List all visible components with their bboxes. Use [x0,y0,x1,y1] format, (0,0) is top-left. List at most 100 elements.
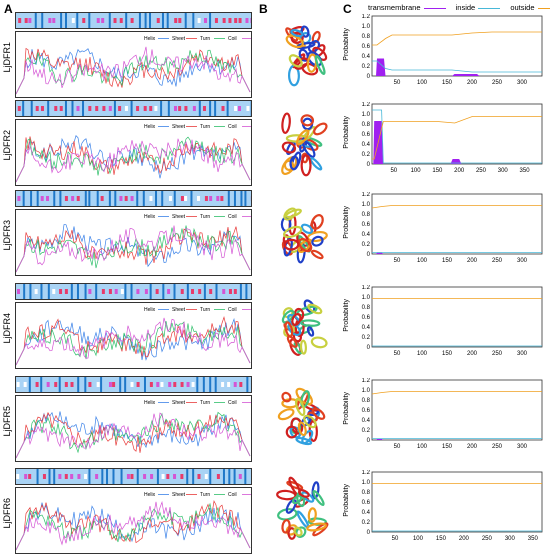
structure-segment [137,382,140,387]
structure-segment [149,13,151,28]
structure-segment [181,289,184,294]
protein-3d-model [266,285,336,370]
protein-helix [301,341,307,354]
structure-segment [154,106,157,111]
structure-segment [131,18,134,23]
structure-segment [100,377,102,392]
legend-label-turn: Turn [200,492,210,498]
tm-ytick-label: 1.2 [362,470,371,476]
protein-helix [310,213,325,230]
structure-segment [185,13,187,28]
tm-ytick-label: 1.0 [362,388,371,394]
tm-xtick-label: 150 [442,351,453,357]
tm-xtick-label: 50 [392,536,399,542]
structure-segment [245,284,247,299]
secondary-structure-strip [15,376,252,393]
panel-label-c: C [343,2,352,16]
structure-segment [77,284,79,299]
tm-xtick-label: 300 [517,444,528,450]
structure-segment [155,191,157,206]
structure-segment [114,18,117,23]
structure-segment [234,382,237,387]
structure-segment [17,289,20,294]
outside-swatch [538,8,550,9]
tm-ytick-label: 0 [367,252,371,258]
tm-xtick-label: 250 [492,258,503,264]
tm-xtick-label: 50 [394,444,401,450]
structure-segment [102,289,105,294]
protein-3d-model [266,102,336,187]
structure-segment [41,106,44,111]
structure-segment [209,469,211,484]
structure-segment [222,289,225,294]
structure-segment [124,377,126,392]
protein-helix [302,155,311,175]
legend-label-turn: Turn [200,36,210,42]
legend-label-sheet: Sheet [172,400,186,406]
structure-segment [209,377,211,392]
structure-segment [145,13,147,28]
legend-label-turn: Turn [200,307,210,313]
tm-ylabel: Probability [343,206,350,239]
structure-segment [88,191,90,206]
structure-segment [205,196,208,201]
structure-segment [214,101,216,116]
tm-legend: transmembrane inside outside [368,3,550,12]
structure-segment [229,289,232,294]
tm-xtick-label: 150 [436,536,447,542]
structure-segment [209,289,212,294]
structure-segment [29,284,31,299]
legend-label-sheet: Sheet [172,307,186,313]
protein-label: LjDFR5 [2,406,12,437]
legend-label-coil: Coil [228,214,237,220]
legend-label-sheet: Sheet [172,124,186,130]
structure-segment [150,382,153,387]
structure-segment [227,101,229,116]
structure-segment [109,382,112,387]
tm-xtick-label: 200 [467,351,478,357]
structure-segment [234,18,237,23]
structure-segment [157,18,160,23]
structure-segment [209,13,211,28]
tm-ytick-label: 0.4 [362,142,371,148]
structure-segment [28,474,31,479]
structure-segment [228,469,230,484]
structure-segment [168,382,171,387]
structure-segment [85,284,87,299]
secondary-structure-line-sheet [16,49,250,95]
structure-segment [186,469,188,484]
structure-segment [234,191,236,206]
structure-segment [167,289,170,294]
secondary-structure-line-helix [16,49,250,94]
structure-segment [222,106,225,111]
structure-segment [234,289,237,294]
structure-segment [18,106,21,111]
secondary-structure-line-coil [16,318,250,365]
structure-segment [157,469,159,484]
structure-segment [136,191,138,206]
tm-xtick-label: 200 [467,258,478,264]
structure-segment [40,377,42,392]
tm-ytick-label: 0.8 [362,212,371,218]
tm-ytick-label: 0 [367,345,371,351]
structure-segment [70,474,73,479]
structure-segment [109,289,112,294]
structure-segment [77,474,80,479]
structure-segment [216,284,218,299]
structure-segment [59,377,61,392]
structure-segment [162,13,164,28]
structure-segment [84,377,86,392]
structure-segment [77,377,79,392]
structure-segment [198,18,201,23]
tm-frame [372,16,542,76]
structure-segment [53,191,55,206]
tm-frame [372,104,542,164]
structure-segment [58,474,61,479]
structure-segment [112,382,115,387]
secondary-structure-strip [15,283,252,300]
tm-legend-outside: outside [510,3,534,12]
structure-segment [234,106,237,111]
